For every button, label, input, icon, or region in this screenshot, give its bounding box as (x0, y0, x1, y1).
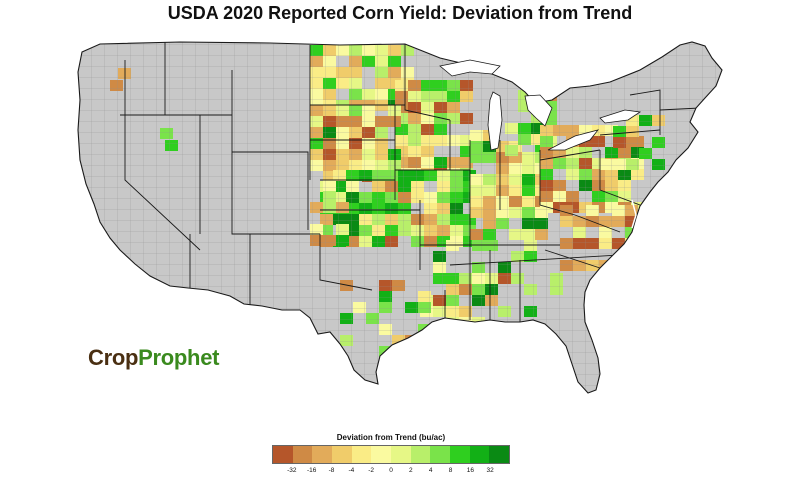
legend-swatch (450, 446, 470, 463)
county-cell (405, 346, 418, 357)
great-lakes (439, 59, 642, 151)
county-cell (405, 368, 418, 379)
state-borders (120, 42, 701, 322)
legend-tick-label: -8 (328, 467, 335, 474)
lake-erie (547, 129, 600, 151)
lake-ontario (599, 109, 642, 124)
chesapeake-bay (631, 199, 637, 229)
legend-title: Deviation from Trend (bu/ac) (336, 433, 446, 442)
cropprophet-logo: CropProphet (88, 345, 220, 370)
lake-superior (439, 59, 501, 77)
legend-tick-label: 32 (486, 467, 494, 474)
legend-tick-label: -32 (287, 467, 297, 474)
legend-swatch (292, 446, 313, 463)
legend-tick-label: -4 (348, 467, 355, 474)
legend-tick-label: 0 (389, 467, 393, 474)
legend-tick-label: -2 (368, 467, 375, 474)
legend-tick-label: -16 (306, 467, 317, 474)
legend-swatch (391, 446, 411, 463)
county-cell (340, 368, 353, 379)
legend-tick-label: 16 (466, 467, 474, 474)
legend-swatch (410, 446, 431, 463)
legend-swatch (332, 446, 352, 463)
legend-swatch (430, 446, 451, 463)
county-cell (379, 357, 392, 368)
legend-swatch (469, 446, 490, 463)
legend-swatch (312, 446, 333, 463)
legend-swatch (489, 446, 510, 463)
lake-michigan (487, 91, 503, 151)
county-cell (392, 368, 405, 379)
county-cell (625, 260, 638, 271)
legend-color-bar (272, 445, 510, 464)
legend-ticks: -32 -16 -8 -4 -2 0 2 4 8 16 32 (272, 464, 510, 476)
map-title: USDA 2020 Reported Corn Yield: Deviation… (167, 3, 633, 23)
county-cell (625, 249, 638, 260)
lake-huron (524, 94, 553, 127)
legend-swatch (371, 446, 392, 463)
color-legend: Deviation from Trend (bu/ac) -32 -16 -8 -4-… (272, 433, 510, 476)
legend-swatch (351, 446, 372, 463)
legend-tick-label: 4 (428, 467, 433, 474)
legend-tick-label: 2 (409, 467, 413, 474)
legend-swatch (273, 446, 293, 463)
legend-tick-label: 8 (448, 467, 453, 474)
county-cell (405, 379, 418, 390)
